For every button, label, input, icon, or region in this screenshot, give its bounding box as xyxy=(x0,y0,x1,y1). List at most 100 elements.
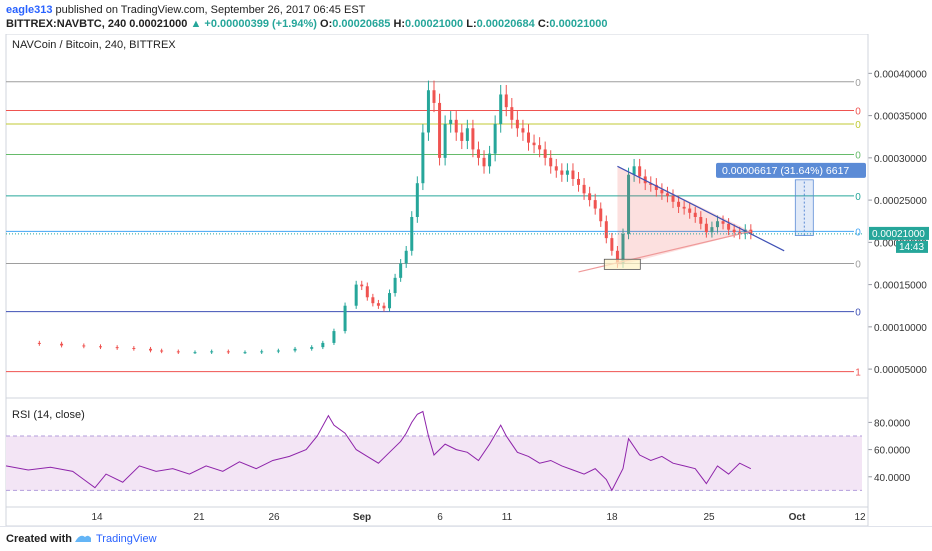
price-pane[interactable]: 0.00040000 0.00035000 0.00030000 0.00025000… xyxy=(6,69,929,379)
candle[interactable] xyxy=(449,119,453,125)
candle[interactable] xyxy=(593,200,597,209)
candle[interactable] xyxy=(549,157,553,167)
candle[interactable] xyxy=(688,208,692,213)
candle[interactable] xyxy=(388,293,392,309)
candle[interactable] xyxy=(577,178,581,185)
candle[interactable] xyxy=(604,221,608,239)
candle[interactable] xyxy=(98,346,102,348)
candle[interactable] xyxy=(454,119,458,133)
triangle-pattern[interactable] xyxy=(617,166,751,267)
candle[interactable] xyxy=(488,153,492,167)
candle[interactable] xyxy=(671,195,675,202)
candle[interactable] xyxy=(438,102,442,158)
candle[interactable] xyxy=(115,347,119,349)
candle[interactable] xyxy=(82,345,86,347)
author-link[interactable]: eagle313 xyxy=(6,4,53,16)
candle[interactable] xyxy=(482,157,486,167)
rsi-pane[interactable]: 80.0000 60.0000 40.0000 xyxy=(5,410,911,492)
candle[interactable] xyxy=(404,250,408,264)
candle[interactable] xyxy=(310,347,314,349)
candle[interactable] xyxy=(693,212,697,217)
candle[interactable] xyxy=(399,263,403,278)
candle[interactable] xyxy=(682,206,686,209)
candle[interactable] xyxy=(632,166,636,175)
candle[interactable] xyxy=(37,342,41,344)
candle[interactable] xyxy=(565,170,569,175)
candle[interactable] xyxy=(226,351,230,353)
candle[interactable] xyxy=(588,193,592,201)
candle[interactable] xyxy=(382,305,386,309)
candle[interactable] xyxy=(560,170,564,175)
candle[interactable] xyxy=(371,297,375,304)
candle[interactable] xyxy=(715,221,719,228)
candle[interactable] xyxy=(293,348,297,351)
candle[interactable] xyxy=(677,201,681,207)
rsi-line[interactable] xyxy=(5,410,752,492)
candle[interactable] xyxy=(710,227,714,233)
candle[interactable] xyxy=(721,221,725,224)
candle[interactable] xyxy=(443,124,447,158)
candle[interactable] xyxy=(649,183,653,185)
candle[interactable] xyxy=(193,352,197,354)
candle[interactable] xyxy=(421,132,425,184)
candle[interactable] xyxy=(615,250,619,264)
candle[interactable] xyxy=(426,90,430,133)
candle[interactable] xyxy=(621,233,625,264)
candle[interactable] xyxy=(476,149,480,158)
candle[interactable] xyxy=(554,166,558,171)
candle[interactable] xyxy=(571,170,575,179)
candle[interactable] xyxy=(610,238,614,251)
candle[interactable] xyxy=(510,107,514,120)
candle[interactable] xyxy=(321,342,325,348)
candle[interactable] xyxy=(538,145,542,150)
measure-box[interactable] xyxy=(794,179,814,236)
candle[interactable] xyxy=(743,229,747,234)
candle[interactable] xyxy=(532,142,536,146)
candle[interactable] xyxy=(504,94,508,108)
candle[interactable] xyxy=(460,132,464,141)
candle[interactable] xyxy=(704,223,708,233)
candle[interactable] xyxy=(132,347,136,349)
candle[interactable] xyxy=(60,343,64,346)
candle[interactable] xyxy=(415,183,419,217)
candle[interactable] xyxy=(627,174,631,234)
candle[interactable] xyxy=(276,350,280,352)
candle[interactable] xyxy=(160,350,164,352)
candle[interactable] xyxy=(732,229,736,233)
candle[interactable] xyxy=(243,352,247,354)
candle[interactable] xyxy=(393,277,397,294)
time-axis[interactable]: 14 21 26 Sep 6 11 18 25 Oct 12 xyxy=(91,512,866,523)
candle[interactable] xyxy=(515,119,519,129)
candle[interactable] xyxy=(654,184,658,190)
candle[interactable] xyxy=(638,166,642,177)
candle[interactable] xyxy=(365,286,369,298)
candle[interactable] xyxy=(376,303,380,306)
candle[interactable] xyxy=(260,351,264,353)
candle[interactable] xyxy=(665,193,669,196)
chart-canvas[interactable]: 0.00040000 0.00035000 0.00030000 0.00025000… xyxy=(0,34,932,526)
tradingview-link[interactable]: TradingView xyxy=(96,533,157,545)
candle[interactable] xyxy=(582,184,586,194)
candle[interactable] xyxy=(499,94,503,125)
upper-trendline[interactable] xyxy=(617,165,785,252)
candle[interactable] xyxy=(599,208,603,222)
candle[interactable] xyxy=(432,90,436,103)
candle[interactable] xyxy=(465,128,469,141)
candle[interactable] xyxy=(521,128,525,133)
candle[interactable] xyxy=(354,284,358,306)
candle[interactable] xyxy=(543,149,547,158)
candle[interactable] xyxy=(360,284,364,287)
candle[interactable] xyxy=(176,351,180,353)
candle[interactable] xyxy=(332,331,336,343)
support-box[interactable] xyxy=(603,258,641,270)
candle[interactable] xyxy=(738,232,742,234)
candle[interactable] xyxy=(727,223,731,230)
candle[interactable] xyxy=(149,348,153,351)
candle[interactable] xyxy=(210,351,214,353)
candle[interactable] xyxy=(343,305,347,332)
candle[interactable] xyxy=(699,217,703,224)
candle[interactable] xyxy=(660,189,664,194)
candle[interactable] xyxy=(493,124,497,154)
candle[interactable] xyxy=(471,128,475,150)
candle[interactable] xyxy=(526,132,530,143)
